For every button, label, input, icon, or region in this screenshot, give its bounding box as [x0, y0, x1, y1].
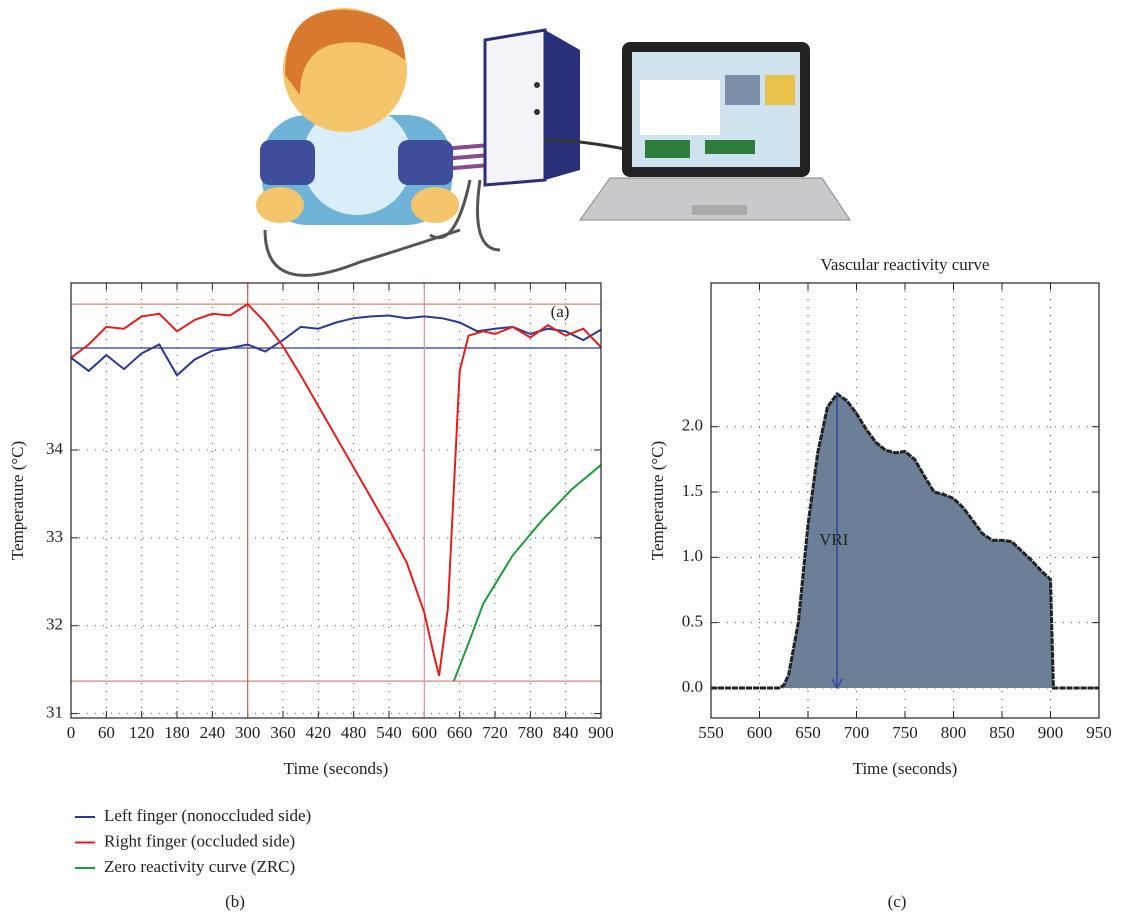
series-line: [71, 304, 601, 676]
legend-label: Left finger (nonoccluded side): [104, 806, 311, 825]
legend-label: Right finger (occluded side): [104, 831, 295, 850]
annotation-text: VRI: [819, 530, 849, 549]
y-tick-label: 33: [46, 527, 63, 546]
x-axis-label: Time (seconds): [284, 759, 389, 778]
y-tick-label: 34: [46, 439, 64, 458]
x-tick-label: 540: [376, 723, 402, 742]
x-tick-label: 700: [844, 723, 870, 742]
illustration: [256, 8, 850, 275]
x-tick-label: 300: [235, 723, 261, 742]
x-tick-label: 660: [447, 723, 473, 742]
y-tick-label: 32: [46, 615, 63, 634]
chart-title: Vascular reactivity curve: [821, 255, 990, 274]
x-tick-label: 650: [795, 723, 821, 742]
y-tick-label: 0.0: [682, 677, 703, 696]
x-tick-label: 800: [941, 723, 967, 742]
x-tick-label: 850: [989, 723, 1015, 742]
x-tick-label: 720: [482, 723, 508, 742]
x-tick-label: 900: [588, 723, 614, 742]
panel-label: (b): [225, 892, 245, 911]
y-tick-label: 0.5: [682, 612, 703, 631]
x-tick-label: 180: [164, 723, 190, 742]
y-tick-label: 31: [46, 703, 63, 722]
x-tick-label: 900: [1038, 723, 1064, 742]
x-axis-label: Time (seconds): [853, 759, 958, 778]
y-tick-label: 1.0: [682, 546, 703, 565]
x-tick-label: 60: [98, 723, 115, 742]
x-tick-label: 780: [518, 723, 544, 742]
area: [711, 394, 1099, 688]
series-line: [71, 316, 601, 376]
x-tick-label: 600: [747, 723, 773, 742]
y-tick-label: 2.0: [682, 416, 703, 435]
x-tick-label: 360: [270, 723, 296, 742]
y-axis-label: Temperature (°C): [648, 441, 667, 560]
y-axis-label: Temperature (°C): [8, 441, 27, 560]
x-tick-label: 240: [200, 723, 226, 742]
figure: (a) (b) (c) 0 60 120 180 240 300 360 420 480 540 6…: [0, 0, 1121, 915]
x-tick-label: 420: [306, 723, 332, 742]
x-tick-label: 120: [129, 723, 155, 742]
x-tick-label: 950: [1086, 723, 1112, 742]
panel-label: (c): [888, 892, 907, 911]
x-tick-label: 550: [698, 723, 724, 742]
series-line: [454, 465, 601, 681]
panel-label: (a): [551, 302, 570, 321]
x-tick-label: 750: [892, 723, 918, 742]
x-tick-label: 480: [341, 723, 367, 742]
x-tick-label: 0: [67, 723, 76, 742]
x-tick-label: 840: [553, 723, 579, 742]
legend-label: Zero reactivity curve (ZRC): [104, 857, 295, 876]
y-tick-label: 1.5: [682, 481, 703, 500]
x-tick-label: 600: [412, 723, 438, 742]
